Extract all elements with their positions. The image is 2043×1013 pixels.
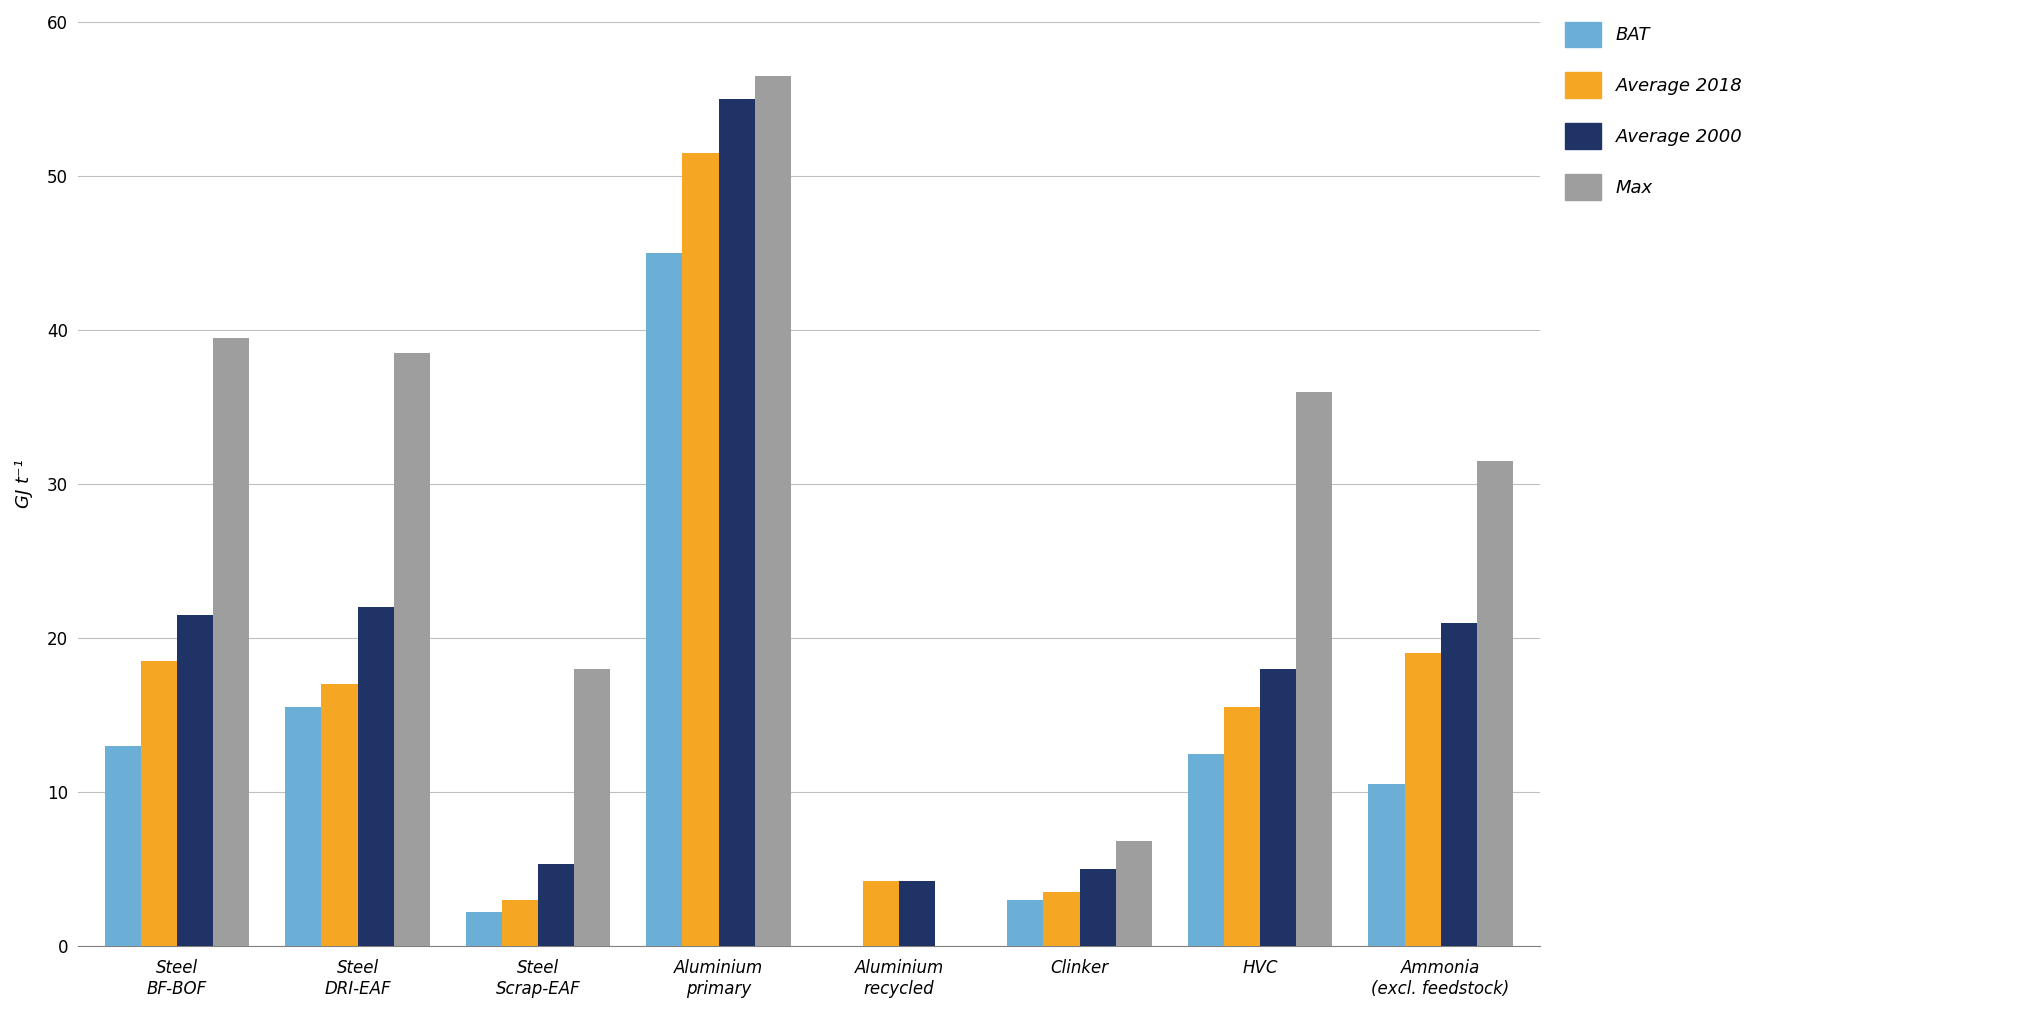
Bar	[1115, 841, 1152, 946]
Bar	[212, 337, 249, 946]
Bar	[321, 684, 358, 946]
Bar	[394, 354, 429, 946]
Bar	[1261, 669, 1295, 946]
Bar	[754, 76, 791, 946]
Bar	[358, 607, 394, 946]
Bar	[141, 661, 178, 946]
Bar	[1007, 900, 1044, 946]
Bar	[574, 669, 611, 946]
Bar	[1369, 784, 1404, 946]
Bar	[466, 912, 503, 946]
Bar	[1404, 653, 1440, 946]
Bar	[1079, 869, 1115, 946]
Bar	[682, 153, 719, 946]
Bar	[899, 881, 936, 946]
Bar	[104, 746, 141, 946]
Bar	[537, 864, 574, 946]
Bar	[646, 253, 682, 946]
Bar	[286, 707, 321, 946]
Bar	[1044, 892, 1079, 946]
Bar	[1187, 754, 1224, 946]
Bar	[1224, 707, 1261, 946]
Bar	[1295, 392, 1332, 946]
Bar	[719, 99, 754, 946]
Bar	[178, 615, 212, 946]
Bar	[862, 881, 899, 946]
Legend: BAT, Average 2018, Average 2000, Max: BAT, Average 2018, Average 2000, Max	[1557, 12, 1751, 209]
Bar	[1440, 623, 1477, 946]
Bar	[503, 900, 537, 946]
Y-axis label: GJ t⁻¹: GJ t⁻¹	[14, 460, 33, 509]
Bar	[1477, 461, 1512, 946]
